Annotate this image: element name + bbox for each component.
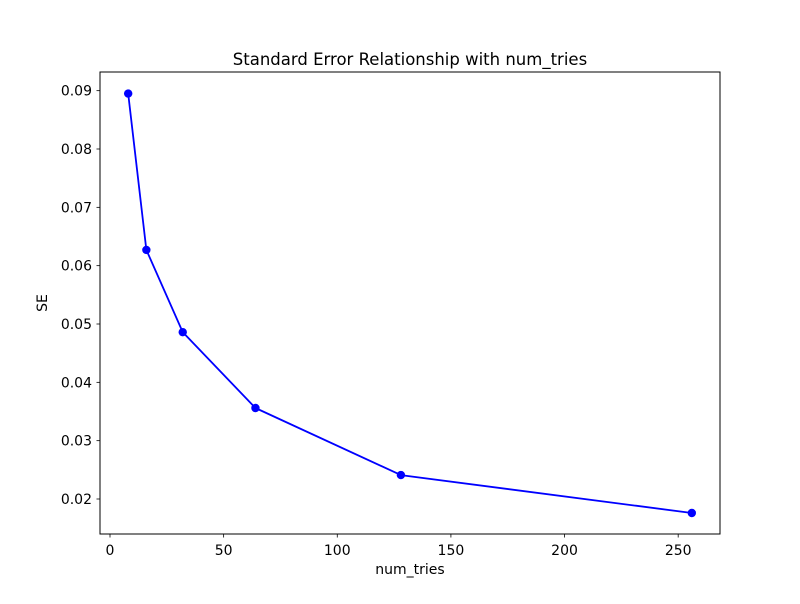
y-tick-label: 0.06	[61, 259, 92, 275]
y-tick-label: 0.08	[61, 142, 92, 158]
data-point	[251, 403, 260, 413]
data-point	[687, 508, 697, 518]
y-tick-label: 0.03	[61, 434, 92, 450]
y-tick-label: 0.02	[61, 492, 92, 508]
data-point	[396, 470, 406, 480]
y-tick-label: 0.07	[61, 200, 92, 216]
x-tick-label: 150	[438, 543, 465, 559]
data-point	[142, 245, 151, 255]
y-tick-label: 0.09	[61, 84, 92, 100]
data-point	[178, 327, 187, 337]
x-axis-label: num_tries	[375, 562, 444, 578]
x-tick-label: 0	[106, 543, 115, 559]
x-tick-label: 50	[215, 543, 233, 559]
y-tick-label: 0.05	[61, 317, 92, 333]
series-markers	[123, 89, 697, 518]
y-axis-label: SE	[35, 294, 51, 312]
plot-area-border	[99, 71, 721, 535]
x-tick-label: 100	[324, 543, 351, 559]
chart-title: Standard Error Relationship with num_tri…	[233, 50, 587, 70]
y-tick-label: 0.04	[61, 375, 92, 391]
y-axis: 0.02 0.03 0.04 0.05 0.06 0.07 0.08 0.09	[61, 84, 100, 508]
data-point	[123, 89, 133, 98]
x-axis: 0 50 100 150 200 250	[106, 534, 692, 559]
x-tick-label: 250	[665, 543, 692, 559]
series-line	[127, 92, 693, 514]
x-tick-label: 200	[551, 543, 578, 559]
